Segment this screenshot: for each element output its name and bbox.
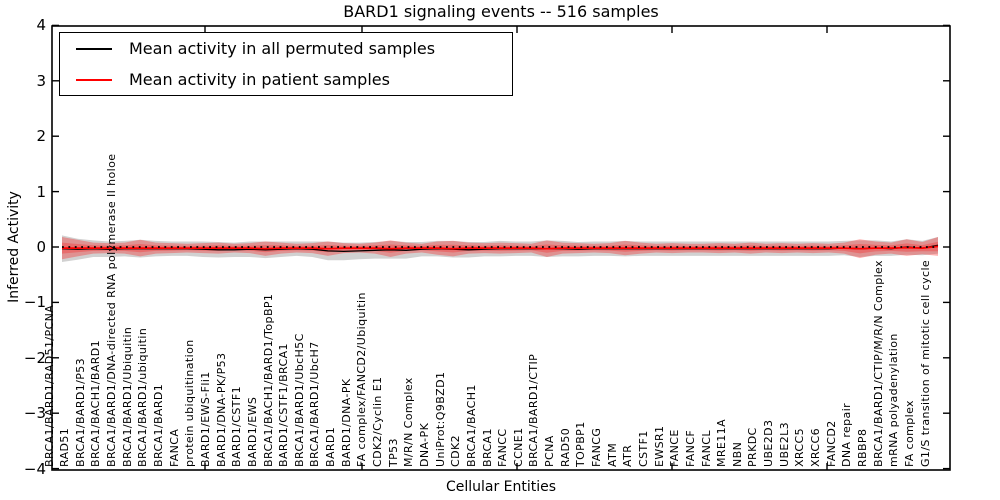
- x-category-label: ATR: [621, 444, 635, 467]
- x-category-label: NBN: [730, 441, 744, 467]
- x-category-label: PRKDC: [746, 427, 760, 467]
- legend-label-patient: Mean activity in patient samples: [129, 70, 390, 89]
- y-tick-label: 4: [36, 16, 46, 35]
- x-category-label: RBBP8: [855, 428, 869, 467]
- patient-mean-line: [62, 245, 939, 250]
- x-category-label: BARD1/EWS-Fli1: [198, 371, 212, 467]
- y-tick-label: 0: [36, 238, 46, 256]
- x-category-label: BRCA1/BARD1/RAD51/PCNA: [42, 304, 56, 467]
- x-category-label: FANCG: [590, 427, 603, 467]
- y-tick-label: 2: [36, 127, 46, 146]
- x-category-label: RAD51: [58, 427, 72, 467]
- x-category-label: XRCC5: [793, 428, 807, 467]
- x-category-label: PCNA: [543, 435, 557, 467]
- x-category-label: EWSR1: [652, 425, 666, 467]
- x-category-label: BARD1/CSTF1/BRCA1: [277, 343, 291, 467]
- x-category-label: protein ubiquitination: [183, 339, 197, 467]
- x-category-label: CDK2/Cyclin E1: [371, 376, 384, 467]
- x-category-label: UBE2D3: [762, 419, 776, 467]
- x-category-label: BRCA1/BARD1/CTIP: [527, 353, 541, 467]
- x-category-label: CSTF1: [636, 430, 650, 467]
- x-axis-label: Cellular Entities: [445, 479, 557, 495]
- x-category-label: CCNE1: [511, 427, 525, 467]
- x-category-label: FA complex: [902, 400, 916, 467]
- x-category-label: BARD1/DNA-PK/P53: [214, 352, 228, 467]
- x-category-label: BRCA1/BARD1/CTIP/M/R/N Complex: [871, 260, 885, 467]
- y-tick-label: −3: [23, 404, 46, 423]
- x-category-label: M/R/N Complex: [402, 377, 416, 467]
- x-category-label: BARD1/EWS: [245, 396, 259, 467]
- x-category-label: BRCA1/BARD1/UbcH7: [308, 341, 322, 467]
- x-category-label: FA complex/FANCD2/Ubiquitin: [355, 292, 369, 467]
- x-category-label: FANCD2: [824, 420, 838, 467]
- x-category-label: XRCC6: [809, 428, 822, 467]
- x-category-label: FANCC: [496, 428, 510, 467]
- y-tick-label: −4: [23, 459, 46, 478]
- legend-item-permuted: Mean activity in all permuted samples: [60, 34, 512, 63]
- x-category-label: DNA-PK: [417, 422, 431, 467]
- x-category-label: MRE11A: [715, 418, 729, 467]
- x-category-label: BARD1/CSTF1: [230, 386, 244, 467]
- x-category-label: DNA repair: [840, 402, 854, 467]
- x-category-label: FANCL: [699, 430, 713, 467]
- x-category-label: BRCA1/BACH1: [464, 384, 478, 467]
- x-category-label: mRNA polyadenylation: [887, 333, 901, 467]
- x-category-label: TP53: [386, 438, 400, 467]
- x-category-label: BRCA1/BACH1/BARD1: [89, 339, 103, 467]
- x-category-label: BRCA1/BARD1/ubiquitin: [136, 327, 150, 467]
- x-category-label: FANCA: [167, 428, 181, 467]
- y-tick-label: 1: [36, 182, 46, 201]
- x-category-label: BRCA1/BACH1/BARD1/TopBP1: [261, 293, 275, 467]
- x-category-label: BRCA1/BARD1/UbcH5C: [292, 333, 306, 467]
- legend-item-patient: Mean activity in patient samples: [60, 65, 512, 94]
- x-category-label: BRCA1/BARD1/P53: [73, 357, 87, 467]
- legend-label-permuted: Mean activity in all permuted samples: [129, 39, 436, 58]
- x-category-label: BARD1/DNA-PK: [339, 378, 353, 468]
- y-tick-label: −1: [23, 293, 46, 312]
- y-tick-label: −2: [23, 348, 46, 367]
- x-category-label: BRCA1/BARD1: [152, 383, 165, 467]
- x-category-label: FANCF: [683, 429, 697, 467]
- x-category-label: UniProt:Q9BZD1: [433, 371, 447, 467]
- legend: Mean activity in all permuted samples Me…: [59, 32, 513, 96]
- black-line-swatch: [76, 47, 112, 50]
- x-category-label: G1/S transition of mitotic cell cycle: [918, 259, 932, 467]
- x-category-label: FANCE: [668, 429, 682, 467]
- x-category-label: UBE2L3: [777, 421, 791, 467]
- x-category-label: RAD50: [558, 427, 572, 467]
- red-line-swatch: [76, 78, 112, 81]
- chart-title: BARD1 signaling events -- 516 samples: [343, 2, 659, 21]
- x-category-label: BRCA1/BARD1/Ubiquitin: [120, 326, 134, 467]
- x-category-label: ATM: [605, 442, 619, 467]
- y-tick-label: 3: [36, 71, 46, 90]
- x-category-label: CDK2: [449, 435, 463, 467]
- x-category-label: BARD1: [324, 426, 338, 467]
- x-category-label: TOPBP1: [574, 421, 588, 467]
- axes-spines: [51, 25, 951, 471]
- x-category-label: BRCA1/BARD1/DNA-directed RNA polymerase …: [105, 153, 119, 467]
- x-category-label: BRCA1: [480, 428, 494, 467]
